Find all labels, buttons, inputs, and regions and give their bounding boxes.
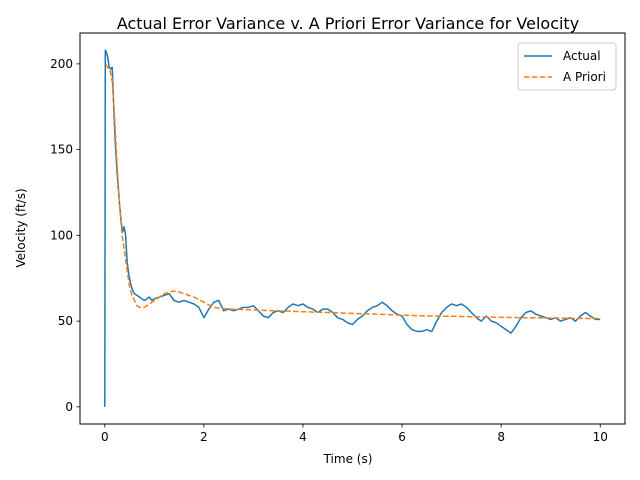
legend: Actual A Priori	[517, 42, 617, 91]
x-axis-label: Time (s)	[323, 452, 373, 466]
x-tick-label: 2	[200, 430, 208, 444]
y-tick-label: 100	[50, 228, 73, 242]
x-tick-label: 0	[101, 430, 109, 444]
legend-label-actual: Actual	[563, 49, 601, 63]
x-tick-label: 8	[497, 430, 505, 444]
legend-label-a-priori: A Priori	[563, 70, 606, 84]
series-line-a-priori	[105, 63, 601, 320]
y-axis: 0 50 100 150 200	[50, 57, 80, 414]
y-axis-label: Velocity (ft/s)	[14, 188, 28, 267]
y-tick-label: 150	[50, 143, 73, 157]
plot-area	[104, 49, 601, 407]
x-axis: 0 2 4 6 8 10	[101, 424, 608, 444]
y-tick-label: 200	[50, 57, 73, 71]
x-tick-label: 4	[299, 430, 307, 444]
series-line-actual	[104, 49, 601, 407]
y-tick-label: 50	[58, 314, 73, 328]
chart-title: Actual Error Variance v. A Priori Error …	[117, 14, 579, 33]
x-tick-label: 6	[398, 430, 406, 444]
legend-frame	[517, 42, 617, 91]
plot-frame	[79, 32, 626, 425]
y-tick-label: 0	[65, 400, 73, 414]
x-tick-label: 10	[593, 430, 608, 444]
